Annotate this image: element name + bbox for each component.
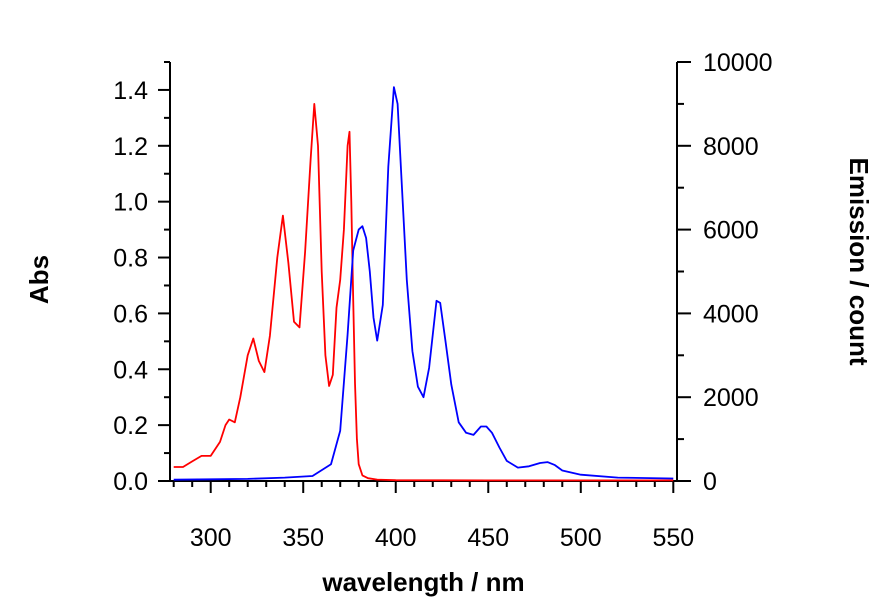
right-y-tick-label: 8000 xyxy=(703,133,759,161)
left-y-tick-label: 1.2 xyxy=(113,133,148,161)
right-y-tick-label: 10000 xyxy=(703,49,773,77)
left-y-axis-title: Abs xyxy=(24,255,54,304)
plot-area xyxy=(173,86,674,482)
left-y-tick-label: 0.2 xyxy=(113,412,148,440)
right-y-tick-label: 0 xyxy=(703,468,717,496)
right-y-tick-label: 6000 xyxy=(703,217,759,245)
x-tick-label: 350 xyxy=(282,524,324,552)
x-tick-label: 550 xyxy=(652,524,694,552)
left-y-tick-label: 0.4 xyxy=(113,356,148,384)
x-tick-label: 500 xyxy=(560,524,602,552)
ticks: 300 350 400 450 500 550 0.0 0.2 0.4 0.6 0.8 1.0 1.2 1… xyxy=(113,49,772,552)
left-y-tick-label: 1.4 xyxy=(113,77,148,105)
absorbance-series-line xyxy=(173,103,674,482)
left-y-tick-label: 0.6 xyxy=(113,300,148,328)
left-y-tick-label: 0.8 xyxy=(113,245,148,273)
x-axis-title: wavelength / nm xyxy=(321,567,524,597)
x-tick-label: 400 xyxy=(375,524,417,552)
left-y-tick-label: 1.0 xyxy=(113,189,148,217)
left-y-tick-label: 0.0 xyxy=(113,468,148,496)
right-y-axis-title: Emission / count xyxy=(844,157,874,365)
x-tick-label: 300 xyxy=(190,524,232,552)
right-y-tick-label: 2000 xyxy=(703,384,759,412)
right-y-tick-label: 4000 xyxy=(703,300,759,328)
emission-series-line xyxy=(173,86,674,481)
axes xyxy=(169,62,678,482)
x-tick-label: 450 xyxy=(467,524,509,552)
